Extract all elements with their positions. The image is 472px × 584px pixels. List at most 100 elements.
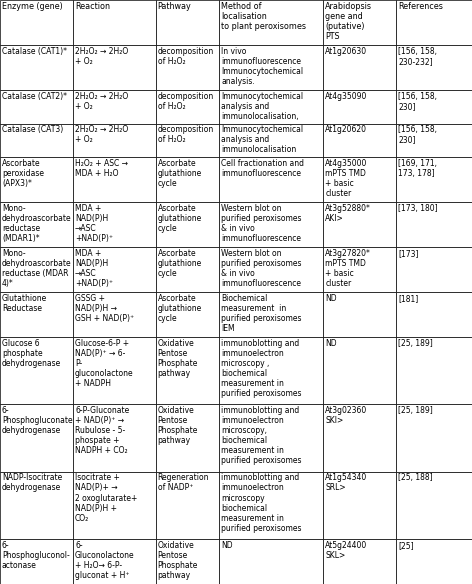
Bar	[0, 539, 73, 584]
Bar	[73, 337, 156, 404]
Bar	[156, 337, 219, 404]
Bar	[323, 0, 396, 45]
Text: At5g24400
SKL>: At5g24400 SKL>	[325, 541, 368, 560]
Text: Oxidative
Pentose
Phosphate
pathway: Oxidative Pentose Phosphate pathway	[158, 339, 198, 378]
Text: Glucose 6
phosphate
dehydrogenase: Glucose 6 phosphate dehydrogenase	[2, 339, 61, 368]
Bar	[396, 404, 472, 472]
Bar	[323, 45, 396, 90]
Text: 6-P-Gluconate
+ NAD(P)⁺ →
Rubulose - 5-
phospate +
NADPH + CO₂: 6-P-Gluconate + NAD(P)⁺ → Rubulose - 5- …	[75, 406, 129, 456]
Text: MDA +
NAD(P)H
→ASC
+NAD(P)⁺: MDA + NAD(P)H →ASC +NAD(P)⁺	[75, 204, 113, 243]
Bar	[323, 124, 396, 157]
Bar	[73, 404, 156, 472]
Text: immunoblotting and
immunoelectron
microscopy ,
biochemical
measurement in
purifi: immunoblotting and immunoelectron micros…	[221, 339, 302, 398]
Bar	[323, 292, 396, 337]
Text: ND: ND	[325, 294, 337, 303]
Text: [173, 180]: [173, 180]	[398, 204, 438, 213]
Bar	[156, 45, 219, 90]
Text: Biochemical
measurement  in
purified peroxisomes
IEM: Biochemical measurement in purified pero…	[221, 294, 302, 333]
Text: Cell fractionation and
immunofluorescence: Cell fractionation and immunofluorescenc…	[221, 159, 304, 178]
Bar	[396, 247, 472, 292]
Text: MDA +
NAD(P)H
→ASC
+NAD(P)⁺: MDA + NAD(P)H →ASC +NAD(P)⁺	[75, 249, 113, 288]
Bar	[323, 337, 396, 404]
Bar	[219, 472, 323, 539]
Text: NADP-Isocitrate
dehydrogenase: NADP-Isocitrate dehydrogenase	[2, 474, 62, 492]
Text: immunoblotting and
immunoelectron
microscopy,
biochemical
measurement in
purifie: immunoblotting and immunoelectron micros…	[221, 406, 302, 465]
Bar	[156, 539, 219, 584]
Text: H₂O₂ + ASC →
MDA + H₂O: H₂O₂ + ASC → MDA + H₂O	[75, 159, 128, 178]
Bar	[0, 0, 73, 45]
Bar	[156, 292, 219, 337]
Text: Mono-
dehydroascorbate
reductase (MDAR
4)*: Mono- dehydroascorbate reductase (MDAR 4…	[2, 249, 72, 288]
Text: Catalase (CAT3): Catalase (CAT3)	[2, 126, 63, 134]
Text: At1g20630: At1g20630	[325, 47, 367, 55]
Bar	[219, 247, 323, 292]
Bar	[396, 90, 472, 124]
Bar	[73, 539, 156, 584]
Text: [169, 171,
173, 178]: [169, 171, 173, 178]	[398, 159, 438, 178]
Text: Reaction: Reaction	[75, 2, 110, 11]
Text: At1g54340
SRL>: At1g54340 SRL>	[325, 474, 368, 492]
Text: ND: ND	[221, 541, 233, 550]
Bar	[156, 124, 219, 157]
Text: [156, 158,
230-232]: [156, 158, 230-232]	[398, 47, 438, 66]
Text: decomposition
of H₂O₂: decomposition of H₂O₂	[158, 47, 214, 66]
Text: Mono-
dehydroascorbate
reductase
(MDAR1)*: Mono- dehydroascorbate reductase (MDAR1)…	[2, 204, 72, 243]
Bar	[323, 90, 396, 124]
Bar	[396, 472, 472, 539]
Text: Ascorbate
peroxidase
(APX3)*: Ascorbate peroxidase (APX3)*	[2, 159, 44, 188]
Bar	[396, 157, 472, 202]
Bar	[156, 0, 219, 45]
Text: 6-
Phosphogluconate
dehydrogenase: 6- Phosphogluconate dehydrogenase	[2, 406, 73, 435]
Bar	[219, 90, 323, 124]
Bar	[323, 404, 396, 472]
Text: decomposition
of H₂O₂: decomposition of H₂O₂	[158, 126, 214, 144]
Bar	[396, 124, 472, 157]
Bar	[0, 472, 73, 539]
Bar	[73, 90, 156, 124]
Bar	[156, 404, 219, 472]
Bar	[323, 472, 396, 539]
Text: [25, 189]: [25, 189]	[398, 339, 433, 347]
Bar	[323, 202, 396, 247]
Text: At1g20620: At1g20620	[325, 126, 367, 134]
Bar	[0, 157, 73, 202]
Bar	[396, 45, 472, 90]
Text: Arabidopsis
gene and
(putative)
PTS: Arabidopsis gene and (putative) PTS	[325, 2, 372, 41]
Bar	[73, 45, 156, 90]
Text: Glutathione
Reductase: Glutathione Reductase	[2, 294, 47, 313]
Text: Enzyme (gene): Enzyme (gene)	[2, 2, 63, 11]
Bar	[73, 0, 156, 45]
Bar	[0, 404, 73, 472]
Bar	[0, 90, 73, 124]
Text: Glucose-6-P +
NAD(P)⁺ → 6-
P-
gluconolactone
+ NADPH: Glucose-6-P + NAD(P)⁺ → 6- P- gluconolac…	[75, 339, 134, 388]
Text: [156, 158,
230]: [156, 158, 230]	[398, 126, 438, 144]
Text: Immunocytochemical
analysis and
immunolocalisation: Immunocytochemical analysis and immunolo…	[221, 126, 303, 154]
Text: At3g02360
SKI>: At3g02360 SKI>	[325, 406, 368, 425]
Bar	[73, 292, 156, 337]
Text: 6-
Phosphogluconol-
actonase: 6- Phosphogluconol- actonase	[2, 541, 70, 570]
Bar	[73, 157, 156, 202]
Bar	[219, 292, 323, 337]
Text: 6-
Gluconolactone
+ H₂O→ 6-P-
gluconat + H⁺: 6- Gluconolactone + H₂O→ 6-P- gluconat +…	[75, 541, 135, 580]
Text: decomposition
of H₂O₂: decomposition of H₂O₂	[158, 92, 214, 110]
Text: Oxidative
Pentose
Phosphate
pathway: Oxidative Pentose Phosphate pathway	[158, 541, 198, 580]
Text: [181]: [181]	[398, 294, 419, 303]
Text: Method of
localisation
to plant peroxisomes: Method of localisation to plant peroxiso…	[221, 2, 306, 31]
Text: [173]: [173]	[398, 249, 419, 258]
Bar	[73, 124, 156, 157]
Text: At3g52880*
AKI>: At3g52880* AKI>	[325, 204, 371, 223]
Text: Regeneration
of NADP⁺: Regeneration of NADP⁺	[158, 474, 209, 492]
Text: At4g35090: At4g35090	[325, 92, 368, 100]
Bar	[323, 539, 396, 584]
Text: Catalase (CAT1)*: Catalase (CAT1)*	[2, 47, 67, 55]
Bar	[156, 202, 219, 247]
Bar	[396, 539, 472, 584]
Text: 2H₂O₂ → 2H₂O
+ O₂: 2H₂O₂ → 2H₂O + O₂	[75, 92, 128, 110]
Text: Immunocytochemical
analysis and
immunolocalisation,: Immunocytochemical analysis and immunolo…	[221, 92, 303, 121]
Bar	[0, 292, 73, 337]
Text: Oxidative
Pentose
Phosphate
pathway: Oxidative Pentose Phosphate pathway	[158, 406, 198, 445]
Bar	[323, 157, 396, 202]
Bar	[219, 124, 323, 157]
Text: In vivo
immunofluorescence
Immunocytochemical
analysis.: In vivo immunofluorescence Immunocytoche…	[221, 47, 303, 86]
Bar	[156, 157, 219, 202]
